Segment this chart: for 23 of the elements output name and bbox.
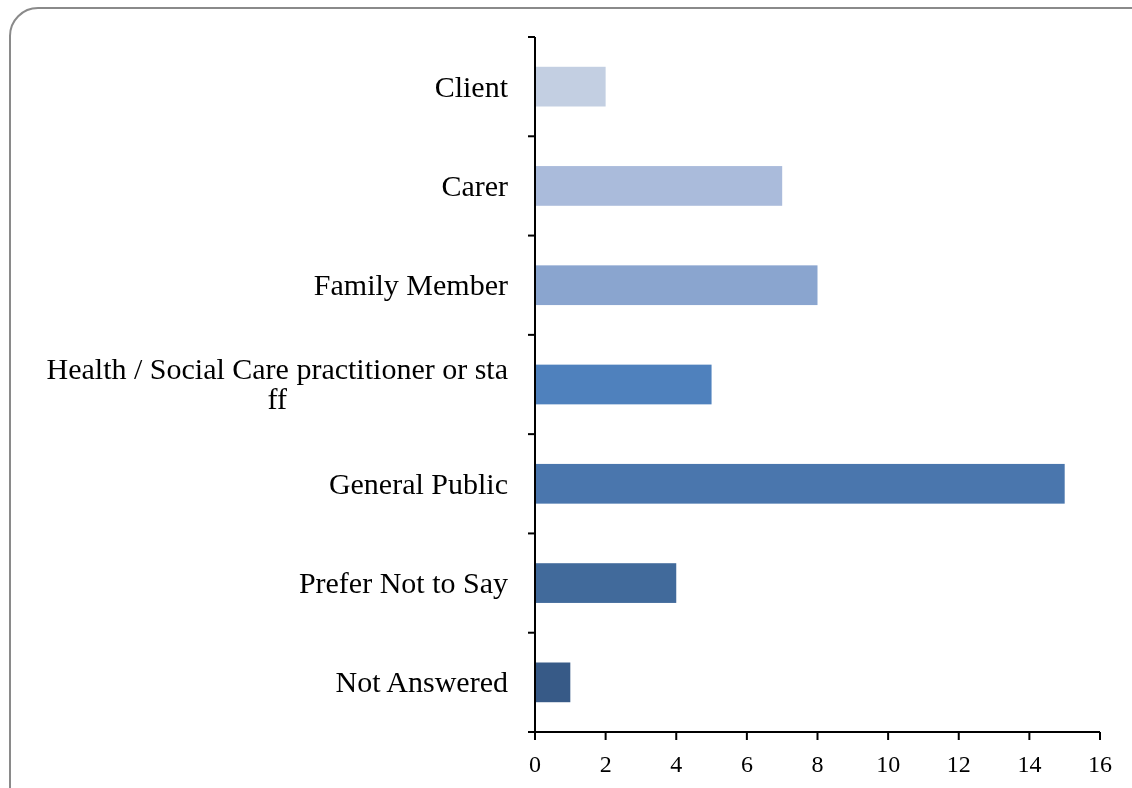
x-tick-label: 14 [1017,751,1042,777]
y-tick-label: Client [434,69,509,103]
y-tick-label: Not Answered [335,665,508,699]
bar [535,463,1065,504]
x-tick-label: 8 [811,751,824,777]
x-tick-label: 12 [946,751,971,777]
y-tick-label: Family Member [313,268,508,302]
bar [535,563,677,603]
bar [535,166,783,206]
y-tick-label: Carer [441,168,509,202]
x-tick-label: 10 [876,751,901,777]
x-tick-label: 4 [670,751,683,777]
bar [535,662,571,703]
x-tick-label: 2 [599,751,612,777]
y-tick-label: General Public [328,466,508,500]
x-tick-label: 16 [1088,751,1112,777]
bar [535,265,818,306]
x-tick-label: 6 [740,751,753,777]
bar [535,66,606,107]
y-tick-label: Health / Social Care practitioner or staff [46,352,508,416]
bar [535,364,712,405]
y-tick-label: Prefer Not to Say [298,565,508,599]
x-tick-label: 0 [529,751,541,777]
